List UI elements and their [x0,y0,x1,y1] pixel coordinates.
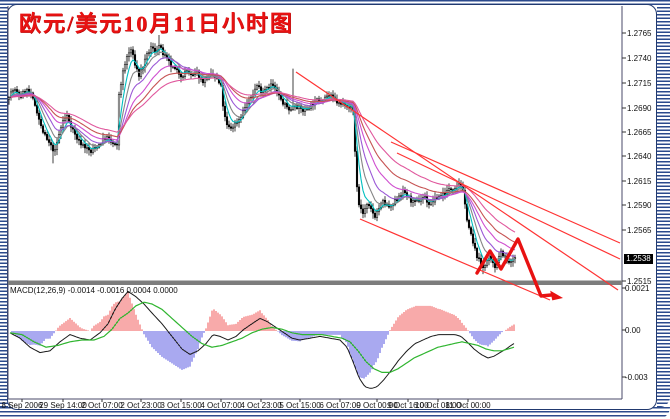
time-axis-label: 4 Oct 23:00 [240,401,282,410]
time-axis-label: 29 Sep 14:00 [39,401,87,410]
frame-stripe-top [0,0,670,5]
time-axis-label: 6 Oct 07:00 [319,401,361,410]
time-axis-label: 9 Oct 00:00 [356,401,398,410]
frame-stripe-right [657,0,670,407]
time-axis-label: 3 Oct 15:00 [160,401,202,410]
macd-axis-label: 0.0021 [625,284,650,293]
time-axis-label: 9 Oct 16:00 [387,401,429,410]
time-axis-label: 2 Oct 23:00 [120,401,162,410]
time-axis-label: 11 Oct 00:00 [445,401,491,410]
price-axis-label: 1.2640 [627,152,652,161]
price-axis-label: 1.2565 [627,226,652,235]
price-axis-label: 1.2515 [627,277,652,286]
time-axis-label: 2 Oct 07:00 [81,401,123,410]
macd-axis-label: 0.00 [625,326,641,335]
macd-indicator-label: MACD(12,26,9) -0.0014 -0.0016 0.0004 0.0… [10,286,178,295]
time-axis-label: 10 Oct 08:00 [415,401,461,410]
price-axis-label: 1.2690 [627,104,652,113]
time-axis-label: 4 Oct 07:00 [200,401,242,410]
current-price-badge: 1.2538 [624,254,653,264]
time-axis-label: 5 Oct 15:00 [279,401,321,410]
price-axis-label: 1.2615 [627,177,652,186]
frame-stripe-bottom [0,407,670,419]
price-axis-label: 1.2765 [627,29,652,38]
price-axis-label: 1.2715 [627,79,652,88]
price-axis-label: 1.2665 [627,128,652,137]
time-axis-label: 8 Sep 2006 [1,401,43,410]
chart-title: 欧元/美元10月11日小时图 [19,11,294,36]
price-axis-label: 1.2740 [627,54,652,63]
chart-panel [7,4,657,410]
macd-axis-label: -0.003 [625,373,648,382]
frame-stripe-left [0,0,8,407]
price-axis-label: 1.2590 [627,201,652,210]
